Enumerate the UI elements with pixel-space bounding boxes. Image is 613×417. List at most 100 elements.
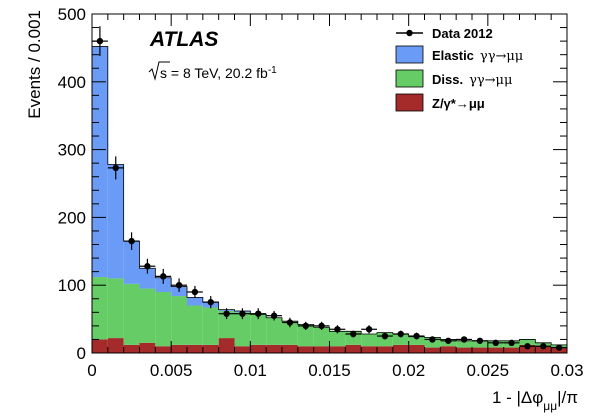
diss-bar	[107, 278, 124, 339]
data-point	[377, 332, 393, 340]
data-point	[487, 339, 504, 347]
y-tick-label: 400	[58, 73, 86, 92]
x-tick-label: 0.005	[150, 361, 193, 380]
data-point	[456, 336, 472, 343]
dy-bar	[377, 346, 393, 353]
diss-bar	[171, 296, 187, 345]
dy-bar	[408, 344, 425, 353]
dy-bar	[361, 346, 377, 353]
dy-bar	[345, 344, 362, 353]
dy-bar	[503, 347, 520, 353]
legend: Data 2012 Elastic γγ→μμ Diss. γγ→μμ Z/γ*→μ…	[395, 26, 523, 112]
data-point	[392, 330, 409, 338]
data-point	[202, 296, 219, 309]
svg-text:s = 8 TeV, 20.2 fb-1: s = 8 TeV, 20.2 fb-1	[160, 65, 277, 82]
dy-bar	[187, 344, 203, 353]
data-point	[440, 337, 457, 344]
dy-bar	[472, 347, 488, 353]
dy-bar	[250, 344, 267, 353]
dy-bar	[266, 344, 282, 353]
data-point	[345, 330, 362, 338]
diss-bar	[329, 331, 346, 347]
dy-bar	[487, 347, 504, 353]
diss-bar	[92, 277, 108, 340]
elastic-bar	[92, 46, 108, 278]
diss-bar	[297, 324, 314, 347]
diss-bar	[282, 321, 298, 345]
diss-bar	[392, 334, 409, 345]
data-point	[139, 258, 156, 274]
dy-bar	[171, 344, 187, 353]
diss-bar	[187, 305, 203, 345]
data-point	[329, 325, 346, 334]
diss-bar	[250, 314, 267, 345]
x-tick-label: 0.025	[467, 361, 510, 380]
y-tick-label: 300	[58, 141, 86, 160]
sqrt-symbol	[148, 61, 170, 81]
dy-bar	[535, 346, 552, 353]
dy-bar	[123, 344, 140, 353]
data-point	[123, 232, 140, 250]
diss-bar	[234, 312, 251, 347]
stacked-histogram	[91, 46, 568, 353]
dy-bar	[155, 346, 172, 353]
dy-bar	[329, 346, 346, 353]
data-point	[234, 308, 251, 320]
diss-bar	[313, 327, 330, 347]
data-point	[297, 321, 314, 330]
x-tick-label: 0.03	[550, 361, 583, 380]
diss-bar	[519, 339, 536, 345]
diss-bar	[361, 334, 377, 347]
legend-item-dy: Z/γ*→μμ	[395, 93, 485, 112]
x-tick-label: 0.01	[234, 361, 267, 380]
data-point	[361, 325, 377, 334]
dy-bar	[424, 347, 441, 353]
data-point	[282, 317, 298, 328]
data-point	[503, 339, 520, 347]
elastic-bar	[139, 268, 156, 289]
data-point	[250, 308, 267, 320]
data-points	[92, 26, 567, 351]
x-tick-label: 0	[87, 361, 96, 380]
data-point	[155, 268, 172, 284]
diss-bar	[472, 340, 488, 348]
x-axis-title: 1 - |Δφμμ|/π	[492, 388, 578, 413]
elastic-bar	[155, 277, 172, 292]
diss-bar	[408, 336, 425, 345]
data-point	[187, 285, 203, 299]
data-point	[535, 343, 552, 350]
x-axis: 0 0.005 0.01 0.015 0.02 0.025 0.03	[87, 14, 584, 380]
dy-bar	[313, 346, 330, 353]
diss-bar	[202, 307, 219, 345]
diss-bar	[266, 317, 282, 345]
diss-bar	[345, 331, 362, 345]
data-point	[266, 310, 282, 321]
data-point	[408, 332, 425, 340]
data-point	[107, 156, 124, 180]
data-point	[313, 321, 330, 330]
diss-bar	[139, 288, 156, 343]
elastic-bar	[107, 164, 124, 279]
dy-bar	[440, 346, 457, 353]
elastic-bar	[187, 297, 203, 306]
svg-text:Data 2012: Data 2012	[432, 26, 493, 41]
dy-bar	[139, 342, 156, 353]
dy-bar	[202, 344, 219, 353]
y-tick-label: 200	[58, 208, 86, 227]
y-tick-label: 100	[58, 276, 86, 295]
data-point	[472, 337, 488, 344]
legend-item-diss: Diss. γγ→μμ	[395, 69, 512, 88]
dy-bar	[107, 338, 124, 353]
data-point	[551, 344, 567, 351]
data-point	[519, 343, 536, 350]
dy-bar	[218, 338, 235, 353]
legend-item-data: Data 2012	[396, 26, 493, 41]
elastic-bar	[123, 241, 140, 284]
dy-bar	[392, 344, 409, 353]
x-tick-label: 0.015	[308, 361, 351, 380]
dy-bar	[297, 346, 314, 353]
legend-item-elastic: Elastic γγ→μμ	[395, 45, 523, 64]
atlas-label: ATLAS	[149, 28, 218, 51]
